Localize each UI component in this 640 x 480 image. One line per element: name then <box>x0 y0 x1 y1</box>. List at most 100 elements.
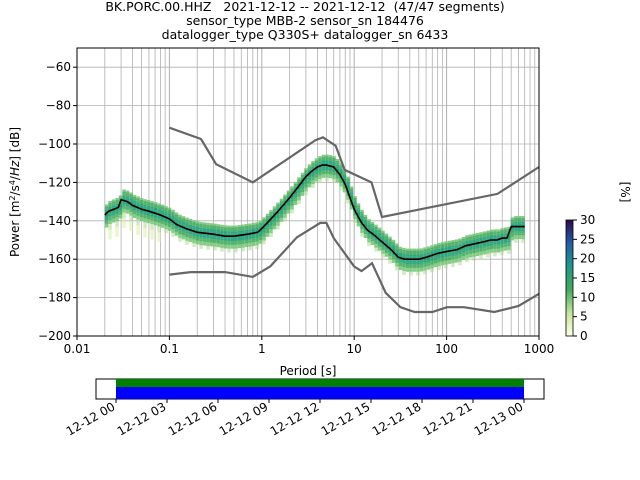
heat-cell <box>475 246 480 249</box>
heat-cell <box>311 174 315 177</box>
heat-cell <box>213 242 217 245</box>
heat-cell <box>412 252 417 255</box>
heat-cell <box>395 262 399 265</box>
heat-cell <box>143 233 147 236</box>
heat-cell <box>150 237 154 240</box>
heat-cell <box>479 249 483 252</box>
heat-cell <box>125 209 130 212</box>
heat-cell <box>132 214 137 217</box>
heat-cell <box>272 212 277 215</box>
heat-cell <box>472 241 476 244</box>
heat-cell <box>178 222 182 225</box>
heat-cell <box>297 192 301 195</box>
heat-cell <box>153 209 158 212</box>
heat-cell <box>262 219 266 222</box>
heat-cell <box>202 230 207 233</box>
heat-cell <box>342 188 347 191</box>
heat-cell <box>328 170 333 173</box>
heat-cell <box>188 240 193 243</box>
heat-cell <box>405 250 410 253</box>
heat-cell <box>409 254 413 257</box>
heat-cell <box>360 209 364 212</box>
heat-cell <box>283 215 287 218</box>
heat-cell <box>139 217 144 220</box>
heat-cell <box>150 229 154 232</box>
heat-cell <box>367 219 371 222</box>
heat-cell <box>188 234 193 237</box>
heat-cell <box>430 268 434 271</box>
heat-cell <box>164 211 168 214</box>
heat-cell <box>395 264 399 267</box>
heat-cell <box>276 215 280 218</box>
heat-cell <box>489 246 494 249</box>
heat-cell <box>234 238 238 241</box>
heat-cell <box>363 220 368 223</box>
heat-cell <box>164 225 168 228</box>
heat-cell <box>248 246 252 249</box>
heat-cell <box>416 267 420 270</box>
heat-cell <box>167 215 172 218</box>
heat-cell <box>353 211 357 214</box>
heat-cell <box>454 254 459 257</box>
heat-cell <box>129 215 133 218</box>
heat-cell <box>132 208 137 211</box>
heat-cell <box>409 252 413 255</box>
heat-cell <box>521 229 525 232</box>
heat-cell <box>507 240 511 243</box>
heat-cell <box>199 233 203 236</box>
heat-cell <box>227 240 231 243</box>
heat-cell <box>108 233 112 236</box>
heat-cell <box>304 191 308 194</box>
heat-cell <box>465 252 469 255</box>
heat-cell <box>500 235 504 238</box>
heat-cell <box>398 246 403 249</box>
heat-cell <box>129 200 133 203</box>
heat-cell <box>496 237 501 240</box>
y-tick-label: −120 <box>38 175 71 189</box>
heat-cell <box>437 242 441 245</box>
heat-cell <box>507 251 511 254</box>
heat-cell <box>129 194 133 197</box>
heat-cell <box>143 201 147 204</box>
heat-cell <box>230 229 235 232</box>
heat-cell <box>164 229 168 232</box>
heat-cell <box>437 260 441 263</box>
heat-cell <box>391 253 396 256</box>
heat-cell <box>237 240 242 243</box>
heat-cell <box>258 234 263 237</box>
heat-cell <box>465 254 469 257</box>
heat-cell <box>129 202 133 205</box>
heat-cell <box>223 242 228 245</box>
heat-cell <box>430 256 434 259</box>
heat-cell <box>328 174 333 177</box>
heat-cell <box>122 224 126 227</box>
heat-cell <box>304 185 308 188</box>
heat-cell <box>321 170 326 173</box>
heat-cell <box>363 224 368 227</box>
heat-cell <box>118 216 123 219</box>
heat-cell <box>269 211 273 214</box>
heat-cell <box>447 246 452 249</box>
heat-cell <box>304 183 308 186</box>
heat-cell <box>199 243 203 246</box>
heat-cell <box>416 271 420 274</box>
heat-cell <box>227 250 231 253</box>
heat-cell <box>136 215 140 218</box>
heat-cell <box>157 230 161 233</box>
heat-cell <box>255 245 259 248</box>
heat-cell <box>332 156 336 159</box>
heat-cell <box>426 261 431 264</box>
heat-cell <box>244 227 249 230</box>
heat-cell <box>199 235 203 238</box>
heat-cell <box>419 256 424 259</box>
heat-cell <box>454 258 459 261</box>
heat-cell <box>199 225 203 228</box>
heat-cell <box>132 194 137 197</box>
heat-cell <box>479 251 483 254</box>
heat-cell <box>507 226 511 229</box>
heat-cell <box>398 254 403 257</box>
heat-cell <box>283 207 287 210</box>
heat-cell <box>444 254 448 257</box>
heat-cell <box>353 197 357 200</box>
heat-cell <box>286 192 291 195</box>
